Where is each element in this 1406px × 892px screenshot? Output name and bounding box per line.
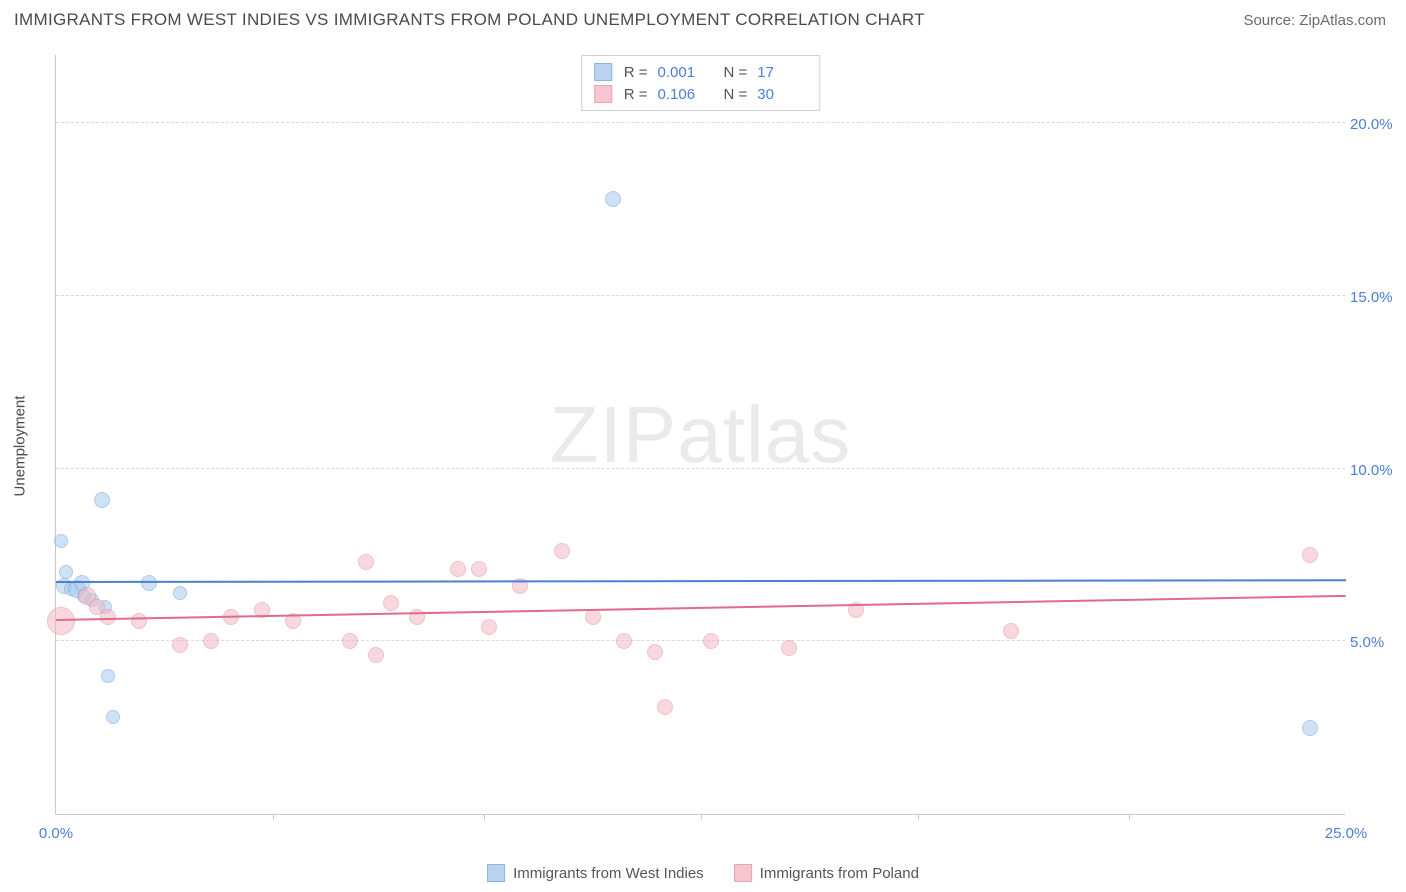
gridline <box>56 295 1345 296</box>
n-value: 30 <box>757 86 807 103</box>
legend-stats: R = 0.001 N = 17 R = 0.106 N = 30 <box>581 55 821 111</box>
legend-swatch <box>594 85 612 103</box>
gridline <box>56 640 1345 641</box>
x-tick-mark <box>1129 814 1130 820</box>
y-tick-label: 15.0% <box>1350 289 1405 306</box>
y-tick-label: 10.0% <box>1350 462 1405 479</box>
r-label: R = <box>624 64 648 81</box>
data-point <box>54 534 68 548</box>
data-point <box>450 561 466 577</box>
gridline <box>56 122 1345 123</box>
data-point <box>1302 547 1318 563</box>
data-point <box>1003 623 1019 639</box>
x-tick-mark <box>701 814 702 820</box>
data-point <box>703 633 719 649</box>
data-point <box>605 191 621 207</box>
trend-line <box>56 594 1346 620</box>
data-point <box>101 669 115 683</box>
data-point <box>358 554 374 570</box>
data-point <box>368 647 384 663</box>
data-point <box>471 561 487 577</box>
data-point <box>781 640 797 656</box>
data-point <box>173 586 187 600</box>
x-tick-mark <box>484 814 485 820</box>
r-label: R = <box>624 86 648 103</box>
legend-series: Immigrants from West Indies Immigrants fr… <box>487 864 919 882</box>
data-point <box>616 633 632 649</box>
data-point <box>481 619 497 635</box>
data-point <box>59 565 73 579</box>
legend-stat-row: R = 0.106 N = 30 <box>594 83 808 105</box>
data-point <box>585 609 601 625</box>
legend-swatch <box>594 63 612 81</box>
legend-stat-row: R = 0.001 N = 17 <box>594 61 808 83</box>
chart-header: IMMIGRANTS FROM WEST INDIES VS IMMIGRANT… <box>0 0 1406 35</box>
data-point <box>342 633 358 649</box>
legend-item: Immigrants from West Indies <box>487 864 704 882</box>
n-value: 17 <box>757 64 807 81</box>
data-point <box>203 633 219 649</box>
source-label: Source: ZipAtlas.com <box>1243 12 1386 29</box>
legend-swatch <box>487 864 505 882</box>
r-value: 0.001 <box>658 64 708 81</box>
data-point <box>647 644 663 660</box>
trend-line <box>56 579 1346 583</box>
data-point <box>657 699 673 715</box>
y-axis-label: Unemployment <box>12 396 29 497</box>
x-tick-label: 0.0% <box>39 825 73 842</box>
chart-title: IMMIGRANTS FROM WEST INDIES VS IMMIGRANT… <box>14 10 925 30</box>
data-point <box>94 492 110 508</box>
legend-label: Immigrants from West Indies <box>513 865 704 882</box>
legend-item: Immigrants from Poland <box>734 864 919 882</box>
data-point <box>131 613 147 629</box>
n-label: N = <box>724 64 748 81</box>
n-label: N = <box>724 86 748 103</box>
data-point <box>1302 720 1318 736</box>
x-tick-mark <box>273 814 274 820</box>
y-tick-label: 5.0% <box>1350 634 1405 651</box>
legend-label: Immigrants from Poland <box>760 865 919 882</box>
data-point <box>106 710 120 724</box>
gridline <box>56 468 1345 469</box>
r-value: 0.106 <box>658 86 708 103</box>
x-tick-mark <box>918 814 919 820</box>
data-point <box>383 595 399 611</box>
y-tick-label: 20.0% <box>1350 116 1405 133</box>
x-tick-label: 25.0% <box>1325 825 1368 842</box>
legend-swatch <box>734 864 752 882</box>
data-point <box>554 543 570 559</box>
scatter-chart: ZIPatlas R =0.001N =17R =0.106N =30 5.0%… <box>55 55 1345 815</box>
data-point <box>172 637 188 653</box>
